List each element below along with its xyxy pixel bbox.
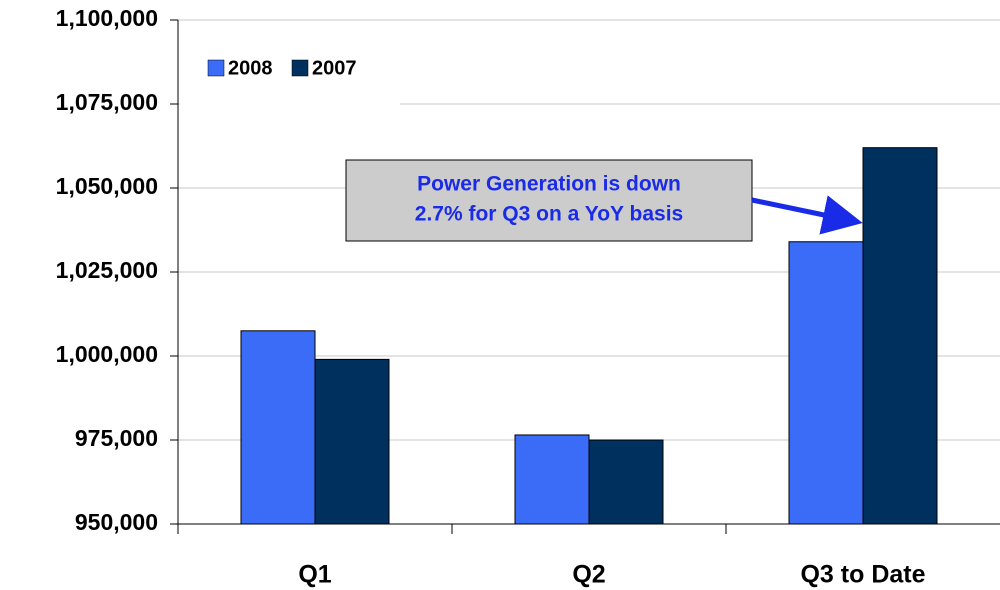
x-tick-label: Q3 to Date — [800, 561, 925, 589]
y-tick-label: 950,000 — [75, 509, 158, 535]
y-tick-label: 1,025,000 — [56, 257, 158, 283]
annotation-text: Power Generation is down — [417, 173, 681, 196]
bar — [862, 147, 938, 525]
y-tick-label: 975,000 — [75, 425, 158, 451]
y-tick-label: 1,050,000 — [56, 173, 158, 199]
legend-label: 2008 — [228, 57, 273, 79]
y-tick-label: 1,075,000 — [56, 89, 158, 115]
bar — [588, 439, 664, 525]
legend-swatch — [207, 59, 225, 77]
y-tick-label: 1,100,000 — [56, 5, 158, 31]
legend-swatch — [291, 59, 309, 77]
x-tick-label: Q1 — [298, 561, 331, 589]
x-tick-label: Q2 — [572, 561, 605, 589]
legend-label: 2007 — [312, 57, 357, 79]
bar — [514, 434, 590, 525]
y-tick-label: 1,000,000 — [56, 341, 158, 367]
annotation-text: 2.7% for Q3 on a YoY basis — [415, 203, 683, 226]
annotation-arrow — [751, 195, 863, 235]
bar — [788, 241, 864, 525]
bar — [314, 358, 390, 525]
bar — [240, 330, 316, 525]
